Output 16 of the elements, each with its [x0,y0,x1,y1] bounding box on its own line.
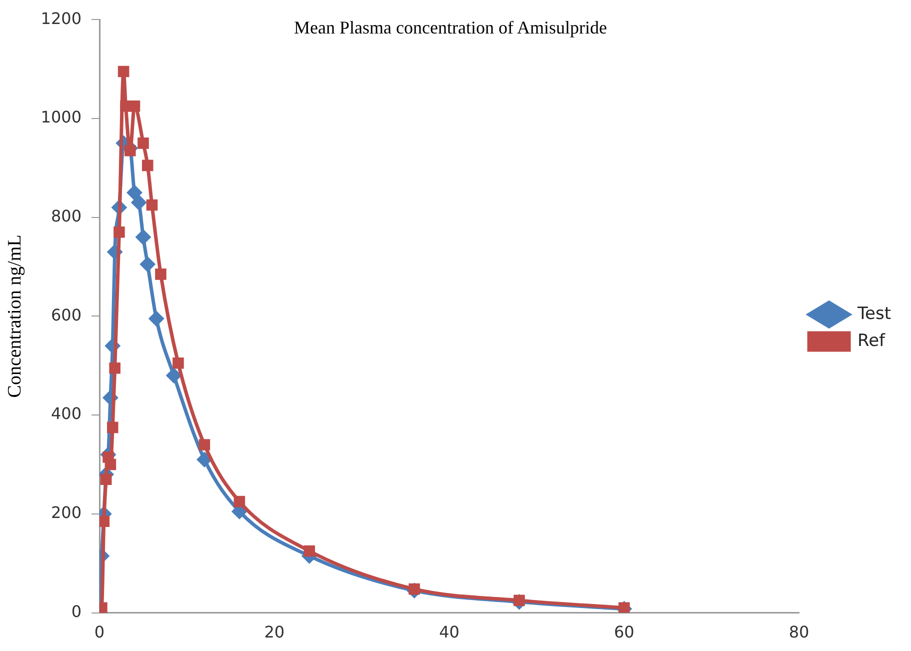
y-axis-title: Concentration ng/mL [4,234,26,398]
x-tick-label: 40 [439,622,460,642]
y-tick-label: 1200 [40,8,82,28]
y-tick-label: 800 [50,206,82,226]
y-tick-label: 400 [50,404,82,424]
x-tick-label: 20 [264,622,285,642]
x-tick-label: 80 [788,622,810,642]
x-tick-label: 0 [94,622,105,642]
legend-label: Ref [858,330,886,351]
legend-label: Test [856,304,892,324]
chart-title: Mean Plasma concentration of Amisulpride [294,18,607,38]
y-tick-label: 0 [71,602,82,621]
y-tick-label: 600 [50,305,82,324]
x-tick-label: 60 [614,622,634,642]
y-tick-label: 200 [50,503,82,522]
y-tick-label: 1000 [40,108,82,127]
